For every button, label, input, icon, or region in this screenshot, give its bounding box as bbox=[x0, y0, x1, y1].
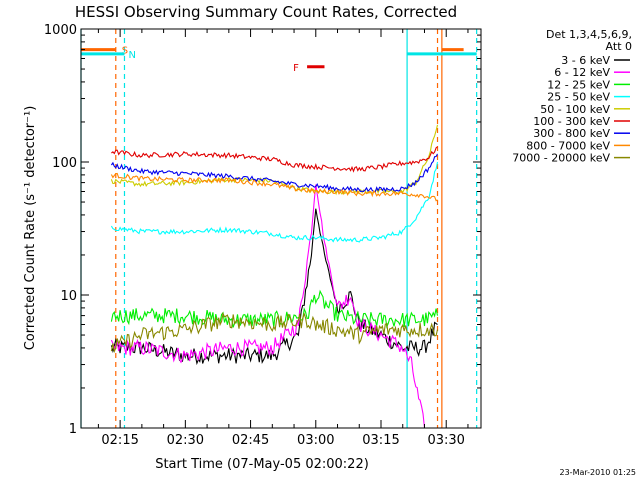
x-tick-label: 02:30 bbox=[167, 433, 204, 448]
timestamp: 23-Mar-2010 01:25 bbox=[560, 468, 637, 477]
flag-label-f: F bbox=[293, 63, 299, 74]
x-tick-label: 02:45 bbox=[232, 433, 269, 448]
legend-entry-label: 25 - 50 keV bbox=[547, 91, 610, 104]
series-6-12-kev bbox=[110, 184, 426, 429]
series-100-300-kev bbox=[111, 146, 438, 173]
x-tick-label: 03:00 bbox=[297, 433, 334, 448]
plot-area: S N F bbox=[80, 29, 478, 429]
series-12-25-kev bbox=[110, 289, 439, 329]
chart-title: HESSI Observing Summary Count Rates, Cor… bbox=[75, 3, 457, 21]
legend-entry-label: 800 - 7000 keV bbox=[526, 139, 610, 152]
legend-entry-label: 7000 - 20000 keV bbox=[512, 152, 610, 165]
legend-entry-label: 50 - 100 keV bbox=[540, 103, 610, 116]
y-tick-label: 1000 bbox=[44, 23, 77, 38]
y-axis-label: Corrected Count Rate (s⁻¹ detector⁻¹) bbox=[23, 106, 38, 351]
legend-header: Att 0 bbox=[606, 40, 632, 53]
flag-label-n: N bbox=[128, 50, 135, 61]
y-tick-label: 10 bbox=[60, 289, 77, 304]
y-tick-label: 100 bbox=[52, 156, 77, 171]
series-800-7000-kev bbox=[110, 172, 438, 202]
x-tick-label: 03:15 bbox=[362, 433, 399, 448]
y-tick-label: 1 bbox=[69, 422, 77, 437]
series-3-6-kev bbox=[110, 208, 438, 366]
x-axis-label: Start Time (07-May-05 02:00:22) bbox=[155, 457, 369, 472]
x-tick-label: 02:15 bbox=[101, 433, 138, 448]
legend-entry-label: 300 - 800 keV bbox=[533, 127, 610, 140]
legend-entry-label: 6 - 12 keV bbox=[554, 66, 610, 79]
legend-header: Det 1,3,4,5,6,9, bbox=[546, 28, 632, 41]
legend-entry-label: 3 - 6 keV bbox=[561, 54, 610, 67]
x-tick-label: 03:30 bbox=[427, 433, 464, 448]
flag-label-s: S bbox=[122, 46, 128, 57]
series-25-50-kev bbox=[110, 161, 439, 243]
axes: 1 10 100 1000 02:15 02:30 02:45 03:00 03:15 03:30 bbox=[44, 23, 482, 448]
series-300-800-kev bbox=[110, 153, 438, 193]
legend-entry-label: 100 - 300 keV bbox=[533, 115, 610, 128]
legend-entry-label: 12 - 25 keV bbox=[547, 78, 610, 91]
series-7000-20000-kev bbox=[110, 311, 439, 354]
axes-frame bbox=[80, 28, 482, 429]
